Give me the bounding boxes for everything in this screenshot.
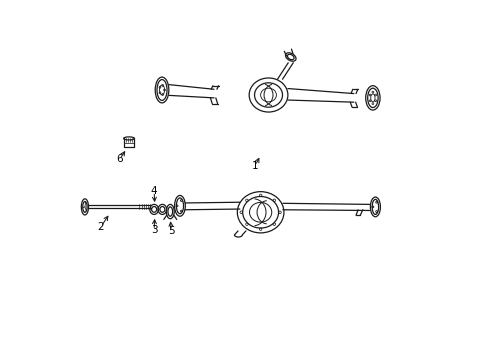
Text: 1: 1 — [251, 161, 258, 171]
Text: 5: 5 — [168, 226, 174, 236]
Text: 2: 2 — [98, 222, 104, 231]
Text: 4: 4 — [150, 186, 157, 197]
Text: 6: 6 — [116, 154, 123, 164]
Text: 3: 3 — [150, 225, 157, 235]
